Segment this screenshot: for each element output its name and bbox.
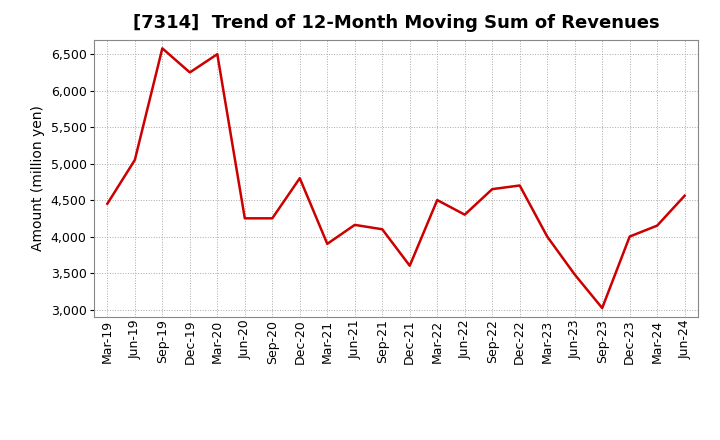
Title: [7314]  Trend of 12-Month Moving Sum of Revenues: [7314] Trend of 12-Month Moving Sum of R… (132, 15, 660, 33)
Y-axis label: Amount (million yen): Amount (million yen) (31, 105, 45, 251)
